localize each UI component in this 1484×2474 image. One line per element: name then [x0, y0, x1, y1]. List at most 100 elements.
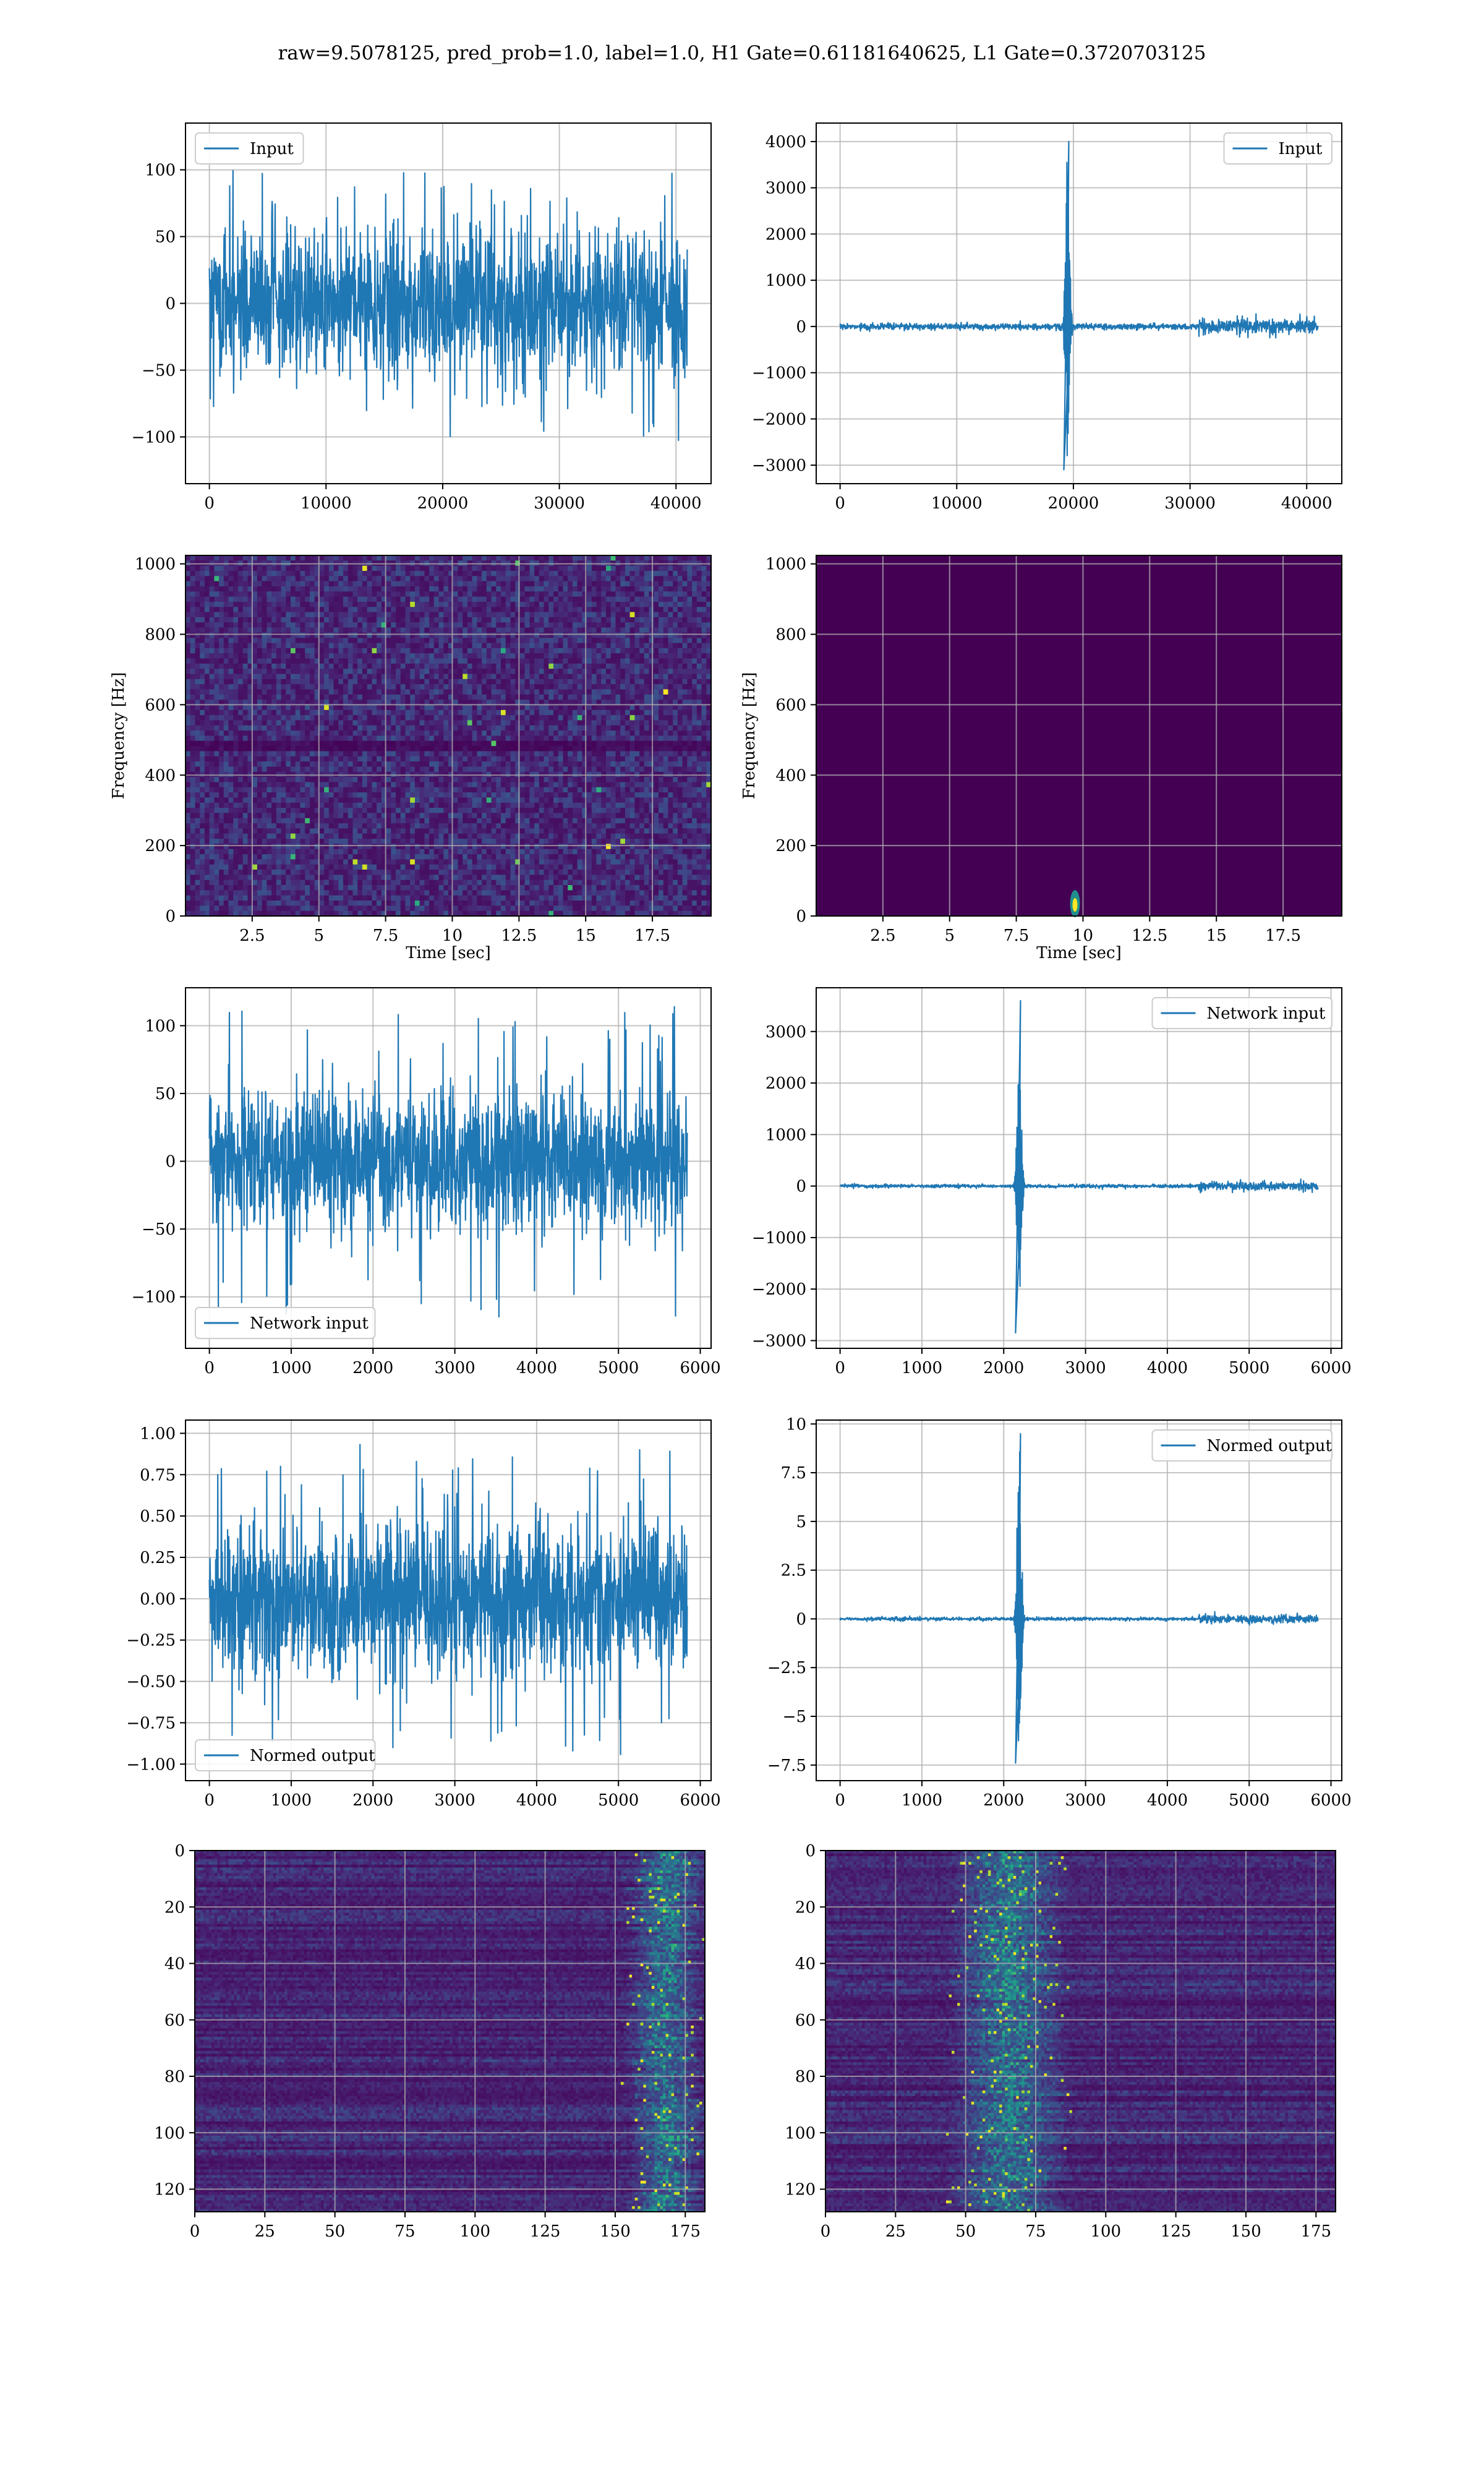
heatmap-cell — [487, 633, 492, 638]
heatmap-cell — [520, 571, 525, 576]
heatmap-cell — [301, 612, 305, 618]
heatmap-cell — [477, 607, 482, 612]
heatmap-cell — [587, 597, 592, 602]
heatmap-cell — [286, 628, 291, 633]
heatmap-cell — [286, 617, 291, 623]
heatmap-cell — [568, 633, 573, 638]
heatmap-cell — [611, 566, 616, 571]
heatmap-cell — [372, 566, 377, 571]
heatmap-cell — [649, 643, 654, 649]
heatmap-cell — [534, 566, 539, 571]
heatmap-cell — [539, 597, 544, 602]
heatmap-cell — [573, 602, 578, 607]
heatmap-cell — [233, 612, 238, 618]
heatmap-cell — [186, 586, 190, 592]
heatmap-cell — [601, 555, 606, 561]
heatmap-cell — [429, 628, 434, 633]
heatmap-cell — [348, 648, 353, 654]
heatmap-cell — [482, 566, 487, 571]
heatmap-cell — [544, 602, 549, 607]
heatmap-cell — [262, 648, 267, 654]
heatmap-cell — [262, 643, 267, 649]
heatmap-cell — [296, 597, 301, 602]
heatmap-cell — [548, 571, 553, 576]
heatmap-cell — [597, 555, 602, 561]
heatmap-cell — [525, 555, 530, 561]
heatmap-cell — [190, 633, 195, 638]
heatmap-cell — [649, 607, 654, 612]
heatmap-cell — [286, 597, 291, 602]
heatmap-cell — [353, 555, 358, 561]
heatmap-cell — [391, 586, 396, 592]
heatmap-cell — [463, 566, 467, 571]
heatmap-cell — [606, 617, 611, 623]
heatmap-cell — [267, 638, 271, 643]
heatmap-cell — [548, 581, 553, 587]
heatmap-cell — [233, 602, 238, 607]
heatmap-cell — [659, 648, 663, 654]
heatmap-cell — [186, 591, 190, 597]
heatmap-cell — [296, 571, 301, 576]
heatmap-cell — [243, 643, 248, 649]
heatmap-cell — [429, 576, 434, 581]
heatmap-cell — [205, 576, 210, 581]
heatmap-cell — [548, 576, 553, 581]
heatmap-cell — [377, 566, 382, 571]
heatmap-cell — [267, 571, 271, 576]
heatmap-cell — [573, 597, 578, 602]
heatmap-cell — [683, 571, 688, 576]
heatmap-cell — [458, 607, 463, 612]
heatmap-cell — [453, 633, 458, 638]
heatmap-cell — [582, 638, 587, 643]
heatmap-cell — [697, 597, 702, 602]
heatmap-cell — [630, 612, 635, 618]
heatmap-cell — [654, 555, 659, 561]
heatmap-cell — [343, 597, 348, 602]
heatmap-cell — [386, 628, 391, 633]
heatmap-cell — [377, 607, 382, 612]
heatmap-cell — [663, 576, 668, 581]
heatmap-cell — [687, 622, 692, 628]
heatmap-cell — [511, 581, 516, 587]
heatmap-cell — [324, 622, 329, 628]
heatmap-cell — [319, 648, 324, 654]
heatmap-cell — [324, 586, 329, 592]
heatmap-cell — [492, 586, 497, 592]
heatmap-cell — [396, 622, 401, 628]
heatmap-cell — [492, 555, 497, 561]
heatmap-cell — [573, 555, 578, 561]
heatmap-cell — [511, 612, 516, 618]
heatmap-cell — [291, 622, 296, 628]
heatmap-cell — [334, 607, 339, 612]
heatmap-cell — [620, 607, 625, 612]
heatmap-cell — [687, 591, 692, 597]
heatmap-cell — [424, 581, 429, 587]
heatmap-cell — [463, 633, 467, 638]
heatmap-cell — [458, 617, 463, 623]
heatmap-cell — [262, 581, 267, 587]
heatmap-cell — [477, 566, 482, 571]
heatmap-cell — [625, 581, 630, 587]
heatmap-cell — [377, 586, 382, 592]
x-tick-label: 10000 — [301, 494, 352, 513]
heatmap-cell — [654, 586, 659, 592]
heatmap-cell — [190, 566, 195, 571]
heatmap-cell — [634, 648, 639, 654]
heatmap-cell — [659, 591, 663, 597]
heatmap-cell — [420, 576, 425, 581]
heatmap-cell — [611, 597, 616, 602]
heatmap-cell — [587, 617, 592, 623]
chart-h1-spectrogram: 2.5 5 7.5 10 12.5 15 17.502004006008001000Time… — [109, 555, 712, 962]
heatmap-cell — [453, 648, 458, 654]
heatmap-cell — [582, 612, 587, 618]
heatmap-cell — [420, 597, 425, 602]
heatmap-cell — [630, 576, 635, 581]
heatmap-cell — [477, 648, 482, 654]
heatmap-cell — [200, 597, 205, 602]
heatmap-cell — [548, 607, 553, 612]
heatmap-cell — [301, 597, 305, 602]
heatmap-cell — [205, 617, 210, 623]
heatmap-cell — [620, 555, 625, 561]
heatmap-cell — [553, 612, 558, 618]
heatmap-cell — [233, 628, 238, 633]
